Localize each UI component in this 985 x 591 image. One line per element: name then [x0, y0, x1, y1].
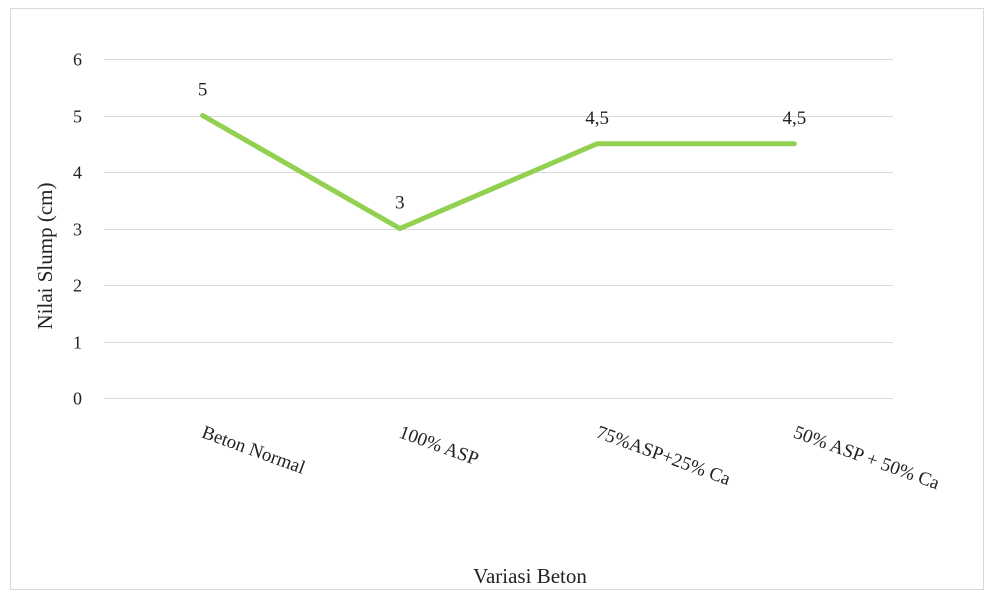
y-tick-label: 6: [73, 50, 82, 70]
y-tick-label: 3: [73, 220, 82, 240]
data-labels: 5 3 4,5 4,5: [198, 80, 806, 214]
y-tick-label: 4: [73, 163, 82, 183]
y-tick-labels: 0 1 2 3 4 5 6: [73, 50, 82, 409]
data-label: 3: [395, 193, 405, 214]
x-axis-title: Variasi Beton: [473, 564, 587, 588]
series-group: [200, 113, 797, 232]
gridlines: [104, 59, 893, 399]
y-tick-label: 5: [73, 107, 82, 127]
data-label: 5: [198, 80, 208, 101]
series-line: [200, 113, 797, 232]
y-tick-label: 0: [73, 389, 82, 409]
y-tick-label: 1: [73, 333, 82, 353]
chart-frame: [10, 8, 984, 590]
y-tick-label: 2: [73, 276, 82, 296]
data-label: 4,5: [585, 108, 609, 129]
data-label: 4,5: [783, 108, 807, 129]
y-axis-title: Nilai Slump (cm): [33, 183, 57, 330]
